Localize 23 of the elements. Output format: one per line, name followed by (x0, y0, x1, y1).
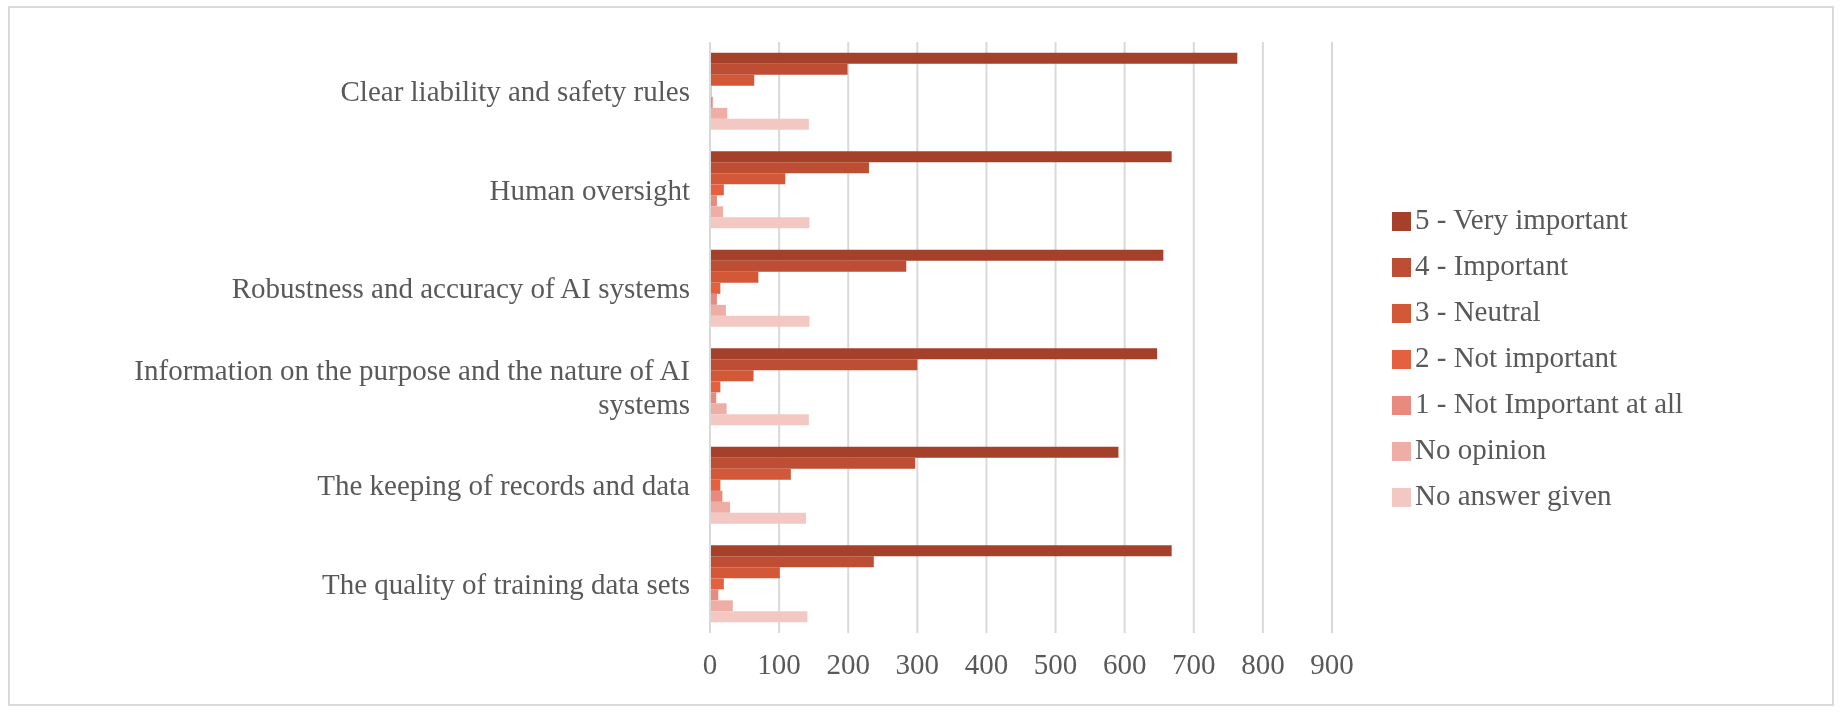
legend-label: 5 - Very important (1415, 202, 1628, 235)
y-tick-label: Human oversight (489, 173, 690, 206)
x-tick-label: 500 (1033, 647, 1078, 680)
y-tick-label: The keeping of records and data (317, 469, 691, 502)
x-tick-label: 100 (757, 647, 801, 680)
y-tick-label: Robustness and accuracy of AI systems (231, 272, 690, 305)
y-tick-label: Information on the purpose and the nature of AI systems (134, 354, 690, 420)
legend-label: 3 - Neutral (1415, 294, 1541, 327)
x-tick-label: 300 (895, 647, 940, 680)
x-tick-label: 200 (826, 647, 870, 680)
x-tick-label: 0 (702, 647, 718, 680)
x-tick-label: 800 (1241, 647, 1285, 680)
x-tick-label: 700 (1172, 647, 1216, 680)
y-tick-label: The quality of training data sets (321, 567, 690, 600)
x-tick-label: 600 (1102, 647, 1147, 680)
legend-label: 1 - Not Important at all (1415, 386, 1684, 419)
legend-label: 2 - Not important (1415, 340, 1618, 373)
x-tick-label: 400 (964, 647, 1009, 680)
x-tick-label: 900 (1310, 647, 1354, 680)
y-tick-label: Clear liability and safety rules (340, 75, 690, 108)
legend-label: 4 - Important (1415, 248, 1569, 281)
legend-label: No answer given (1415, 478, 1612, 511)
legend-label: No opinion (1415, 432, 1547, 465)
